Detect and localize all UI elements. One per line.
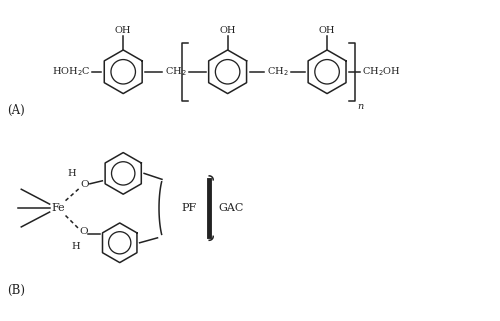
Text: PF: PF bbox=[182, 203, 196, 213]
Text: CH$_2$OH: CH$_2$OH bbox=[362, 65, 401, 78]
Text: Fe: Fe bbox=[52, 203, 66, 213]
Text: CH$_2$: CH$_2$ bbox=[164, 65, 186, 78]
Text: (A): (A) bbox=[8, 104, 25, 117]
Text: OH: OH bbox=[220, 26, 236, 35]
Text: (B): (B) bbox=[8, 284, 26, 297]
Text: H: H bbox=[71, 242, 80, 251]
Text: HOH$_2$C: HOH$_2$C bbox=[52, 65, 90, 78]
Text: OH: OH bbox=[115, 26, 132, 35]
Text: O: O bbox=[80, 180, 89, 189]
Text: n: n bbox=[358, 102, 364, 111]
Text: OH: OH bbox=[319, 26, 336, 35]
Text: O: O bbox=[79, 227, 88, 236]
Text: H: H bbox=[68, 169, 76, 178]
Text: GAC: GAC bbox=[218, 203, 244, 213]
Text: CH$_2$: CH$_2$ bbox=[266, 65, 288, 78]
